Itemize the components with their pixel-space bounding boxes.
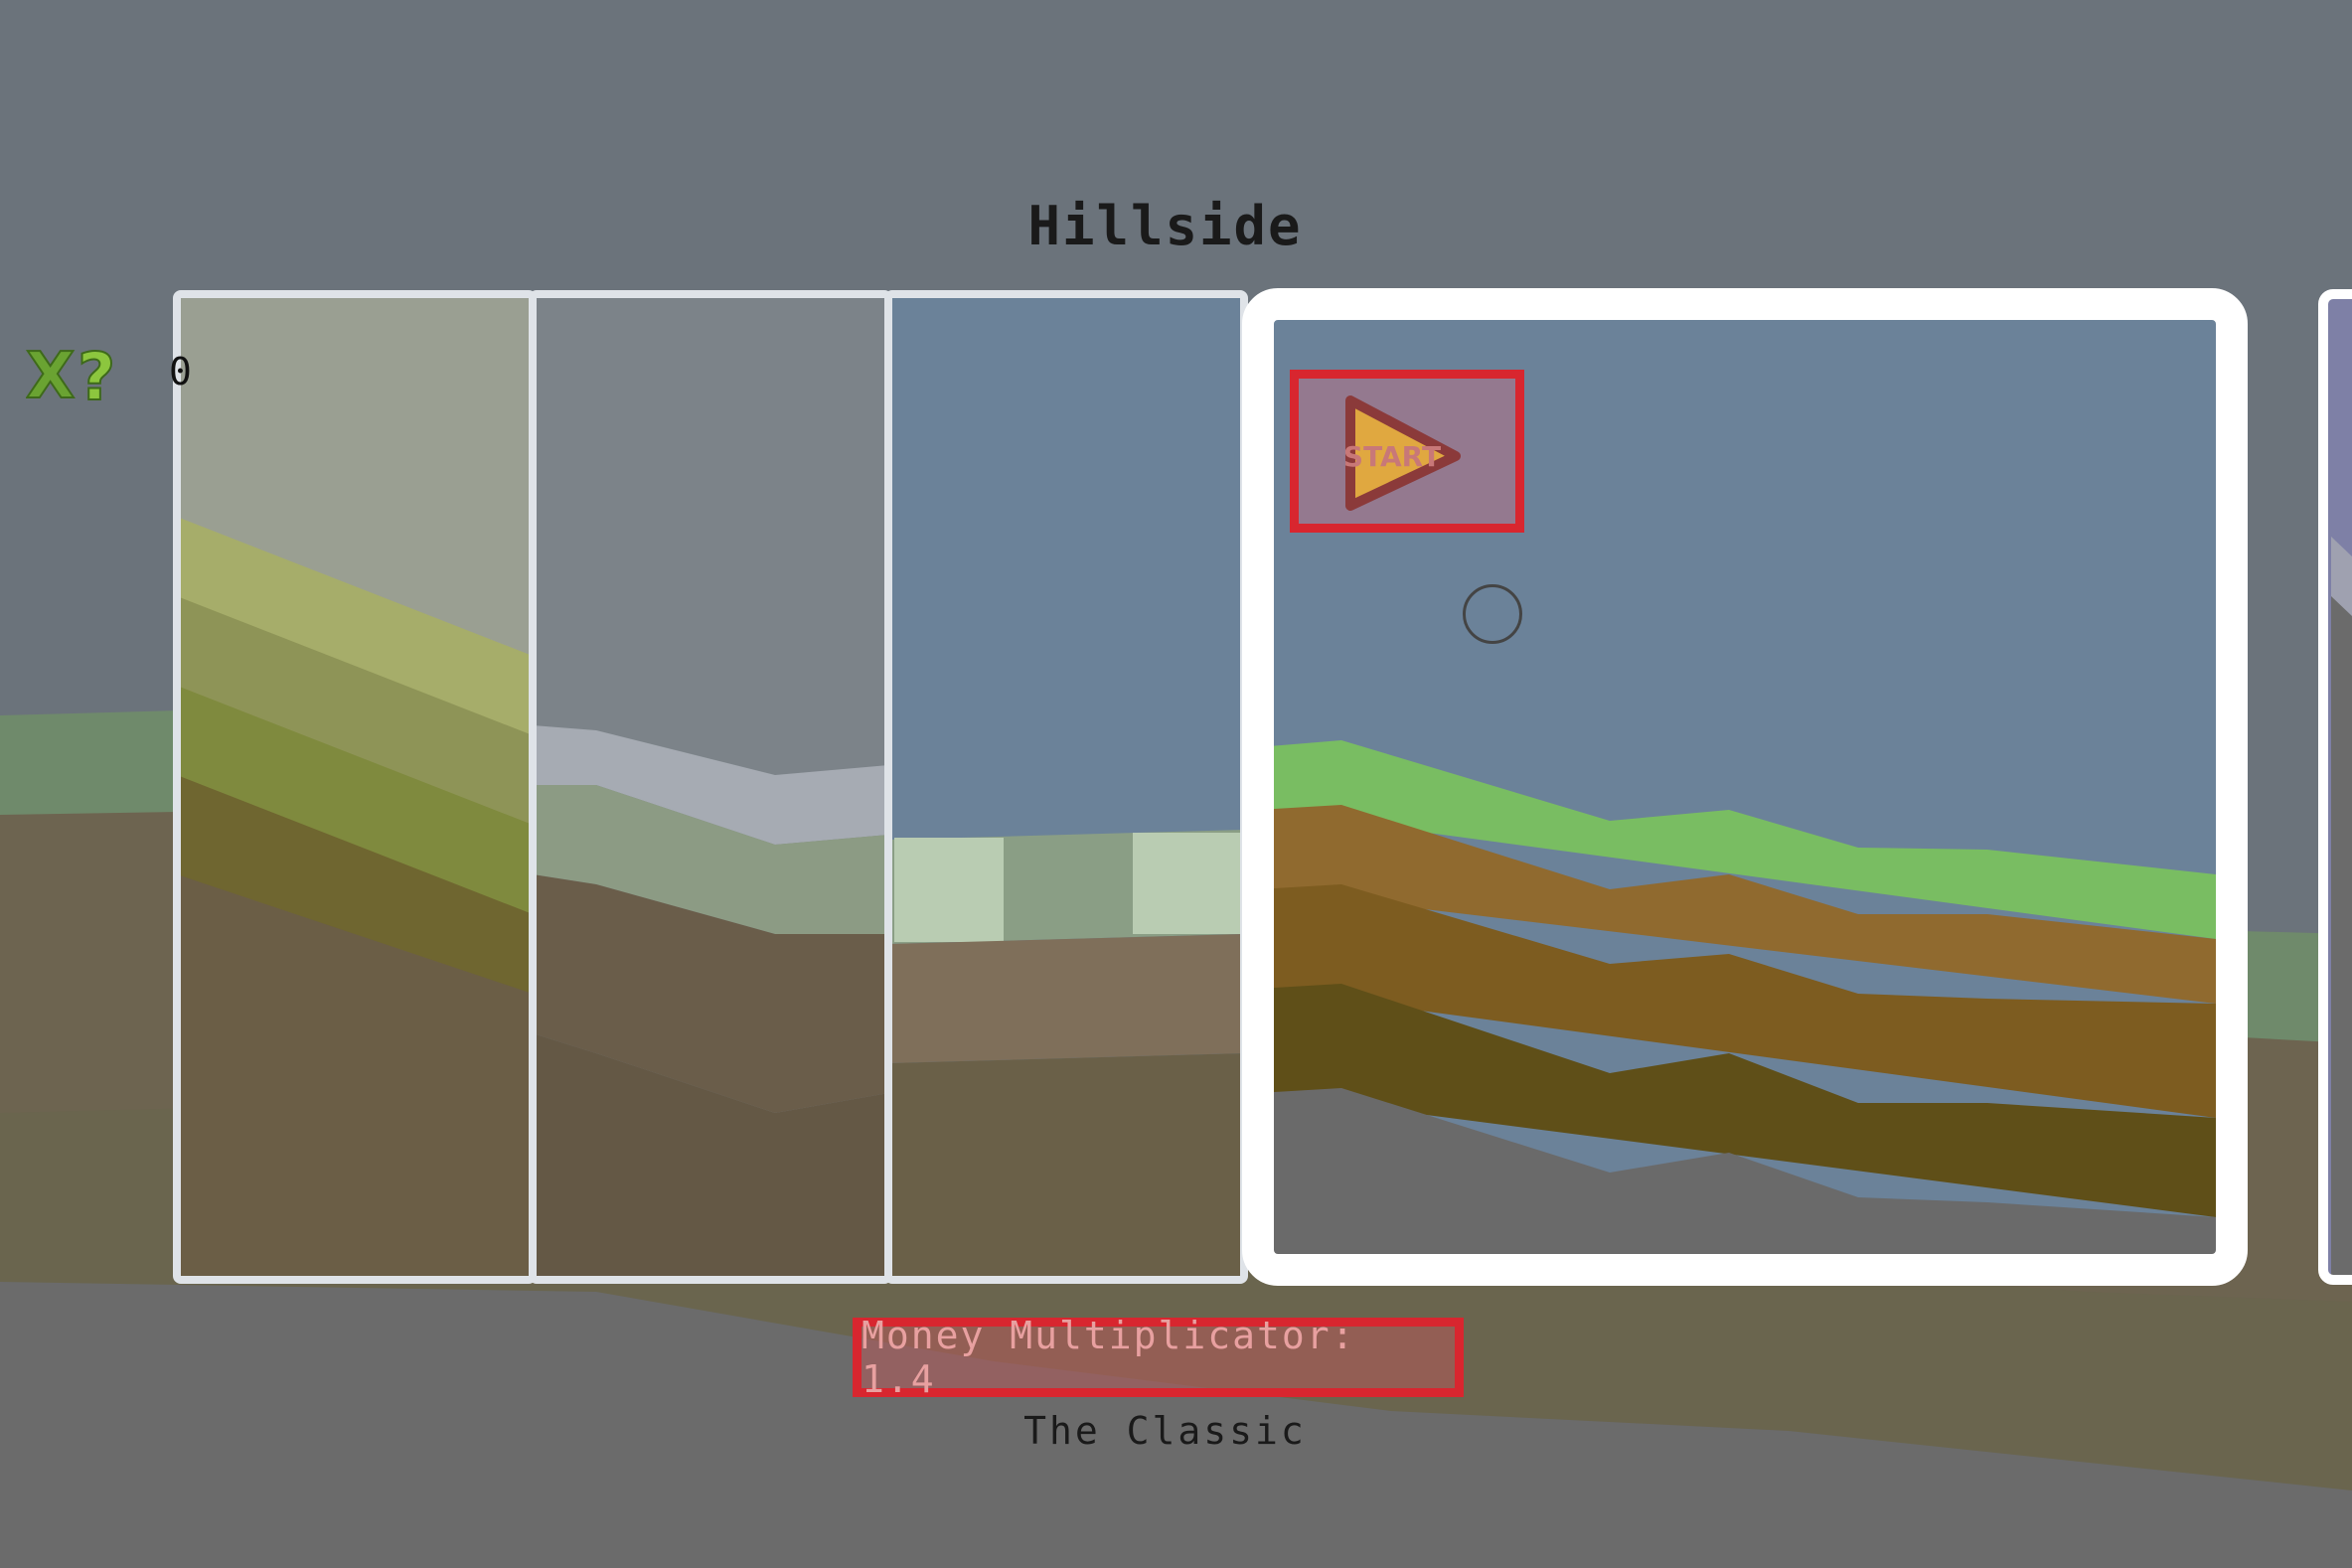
- start-button[interactable]: START: [1290, 370, 1524, 533]
- level-card-selected[interactable]: [1242, 288, 2248, 1286]
- level-card-5[interactable]: [2318, 289, 2352, 1285]
- level-subtitle: The Classic: [1023, 1409, 1307, 1453]
- xp-icon: X ?: [26, 338, 116, 407]
- xp-value: 0: [169, 350, 192, 393]
- start-label: START: [1343, 440, 1441, 473]
- svg-text:X: X: [26, 340, 75, 407]
- level-card-3[interactable]: [884, 290, 1248, 1284]
- level-card-2[interactable]: [529, 290, 892, 1284]
- level-card-1[interactable]: [173, 290, 537, 1284]
- cursor-ring-icon: [1463, 584, 1522, 644]
- play-triangle-icon: START: [1343, 395, 1461, 511]
- level-title: Hillside: [1027, 195, 1303, 257]
- money-multiplier-label: Money Multiplicator: 1.4: [853, 1314, 1464, 1401]
- svg-text:?: ?: [78, 339, 115, 407]
